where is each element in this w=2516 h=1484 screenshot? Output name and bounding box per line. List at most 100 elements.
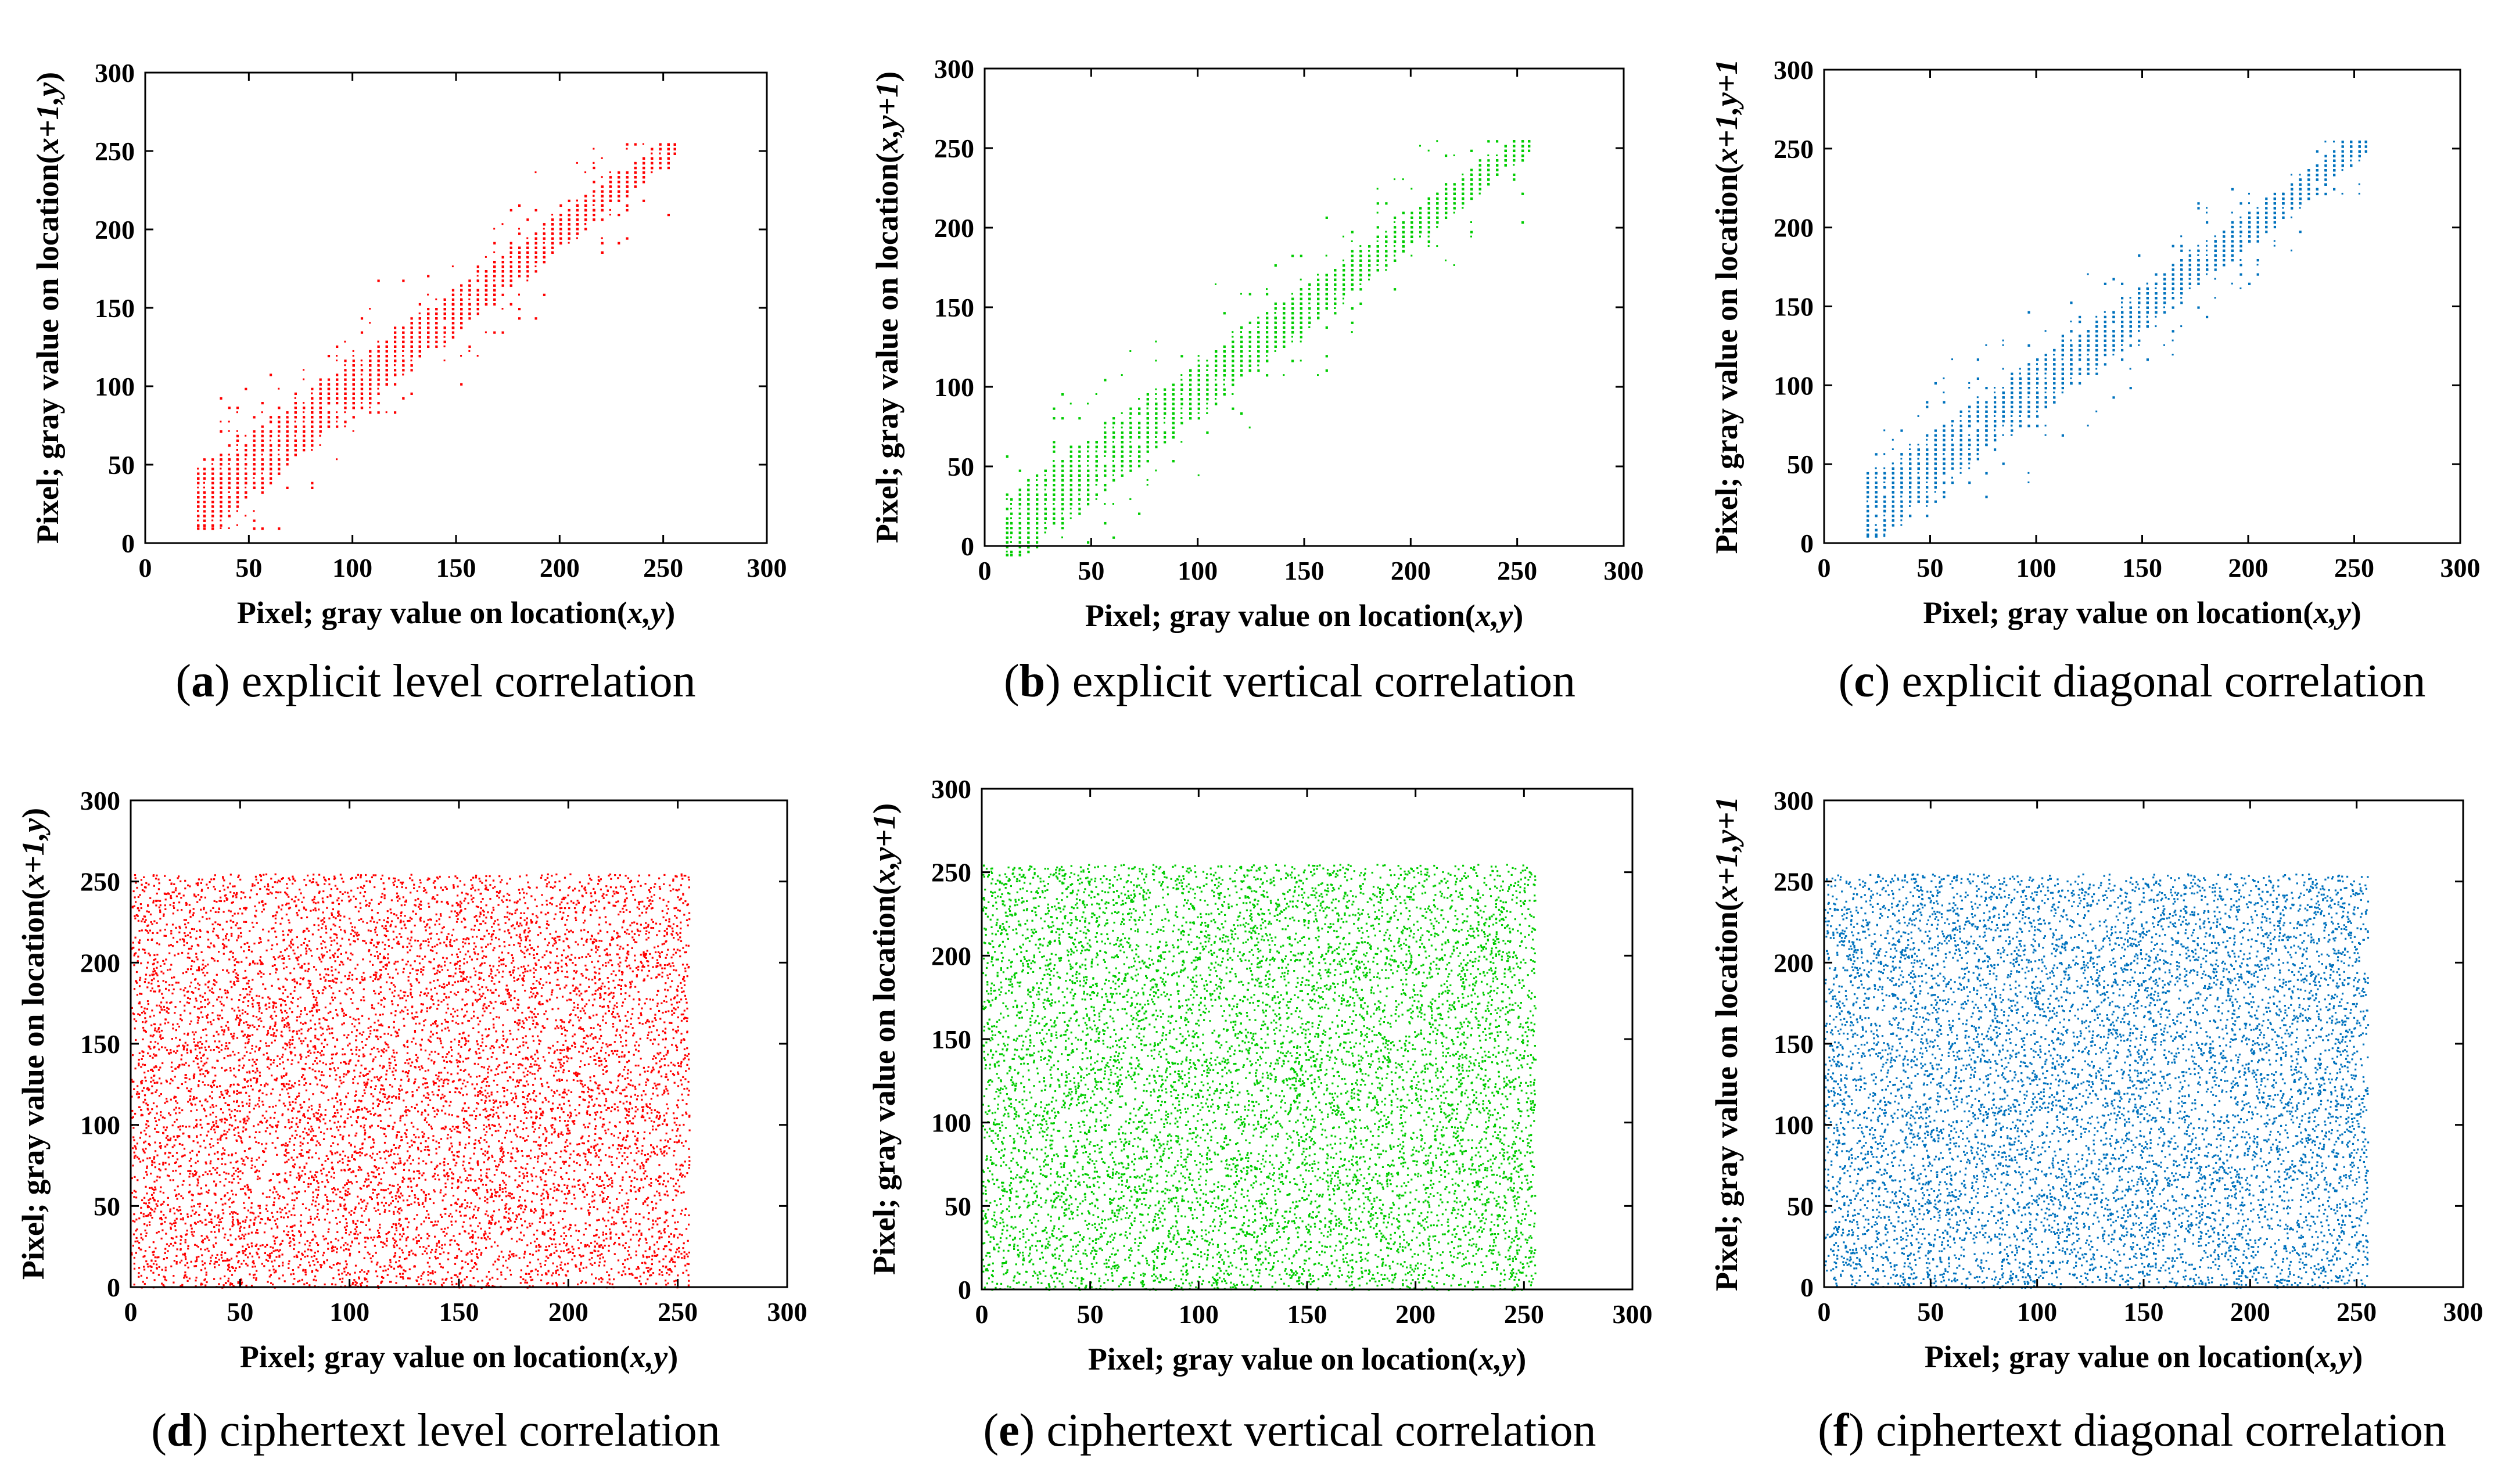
scatter-point [1257, 360, 1260, 362]
scatter-point [286, 449, 289, 452]
scatter-point [651, 171, 653, 174]
scatter-point [1308, 288, 1311, 290]
scatter-point [559, 242, 562, 244]
scatter-point [286, 444, 288, 446]
scatter-point [1121, 426, 1123, 429]
scatter-point [484, 284, 488, 287]
scatter-point [278, 468, 281, 470]
scatter-point [1044, 527, 1046, 529]
scatter-point [1146, 441, 1149, 444]
scatter-point [1470, 221, 1472, 223]
scatter-point [493, 242, 496, 245]
scatter-point [1223, 374, 1226, 377]
scatter-svg: 0 50 100 150 200 250 300050100150200250300Pixe… [30, 58, 787, 630]
scatter-point [294, 411, 296, 414]
scatter-point [534, 261, 537, 263]
scatter-point [377, 355, 380, 358]
scatter-point [1069, 503, 1072, 505]
scatter-point [369, 369, 371, 371]
scatter-point [1402, 245, 1404, 247]
scatter-point [270, 373, 272, 376]
scatter-point [1121, 474, 1124, 477]
scatter-point [410, 392, 413, 395]
scatter-point [1478, 168, 1481, 171]
scatter-point [1240, 412, 1243, 415]
scatter-point [253, 458, 255, 461]
scatter-point [1232, 360, 1234, 362]
scatter-point [468, 279, 471, 282]
scatter-point [203, 482, 205, 484]
scatter-point [1351, 321, 1354, 324]
scatter-point [509, 284, 512, 286]
y-axis-label: Pixel; gray value on location(x+1,y) [30, 72, 65, 544]
scatter-point [1018, 469, 1021, 472]
scatter-point [1470, 149, 1473, 152]
scatter-point [1317, 374, 1319, 376]
scatter-point [643, 199, 645, 202]
scatter-point [1240, 340, 1242, 343]
scatter-point [336, 425, 339, 428]
scatter-point [1044, 508, 1047, 511]
scatter-point [211, 472, 214, 475]
scatter-point [551, 251, 554, 253]
scatter-point [1121, 445, 1124, 448]
scatter-point [303, 416, 305, 418]
scatter-point [1027, 488, 1030, 491]
scatter-point [418, 303, 421, 306]
scatter-point [1095, 498, 1097, 500]
scatter-point [1521, 192, 1523, 195]
scatter-point [410, 331, 413, 334]
scatter-point [509, 265, 512, 268]
scatter-point [344, 402, 346, 404]
scatter-point [203, 458, 205, 461]
scatter-point [673, 143, 676, 145]
scatter-point [609, 181, 611, 183]
scatter-point [1069, 455, 1072, 457]
scatter-point [1036, 479, 1038, 481]
scatter-point [1197, 403, 1200, 405]
scatter-point [377, 387, 379, 390]
scatter-point [1462, 183, 1464, 185]
scatter-point [1419, 235, 1421, 238]
scatter-point [1155, 417, 1157, 419]
scatter-point [1180, 422, 1183, 424]
scatter-point [1138, 398, 1140, 400]
scatter-point [1087, 445, 1090, 448]
scatter-point [377, 378, 380, 381]
scatter-point [402, 397, 405, 400]
scatter-point [327, 378, 331, 381]
scatter-point [410, 355, 413, 358]
scatter-point [1112, 422, 1115, 425]
scatter-point [261, 477, 263, 479]
scatter-point [493, 284, 496, 286]
scatter-point [443, 317, 446, 320]
scatter-point [394, 411, 397, 414]
scatter-point [427, 336, 430, 339]
scatter-point [1470, 183, 1473, 186]
scatter-point [1283, 331, 1286, 334]
scatter-point [1232, 336, 1234, 338]
scatter-point [1087, 465, 1089, 467]
scatter-point [559, 214, 562, 215]
scatter-point [1470, 235, 1472, 238]
scatter-point [1419, 221, 1421, 223]
scatter-point [1291, 312, 1294, 315]
scatter-point [286, 454, 289, 457]
scatter-point [410, 364, 412, 366]
scatter-point [1317, 312, 1320, 315]
scatter-point [402, 369, 405, 372]
scatter-point [236, 496, 238, 498]
scatter-point [476, 293, 479, 296]
scatter-point [319, 434, 321, 437]
scatter-point [1343, 297, 1344, 300]
scatter-point [385, 345, 388, 348]
scatter-point [443, 331, 446, 333]
scatter-point [418, 322, 421, 325]
scatter-point [1266, 340, 1268, 343]
scatter-point [1376, 235, 1379, 238]
scatter-point [418, 317, 421, 320]
scatter-point [435, 326, 437, 329]
scatter-point [253, 449, 256, 452]
scatter-point [418, 336, 421, 338]
scatter-point [236, 434, 239, 437]
